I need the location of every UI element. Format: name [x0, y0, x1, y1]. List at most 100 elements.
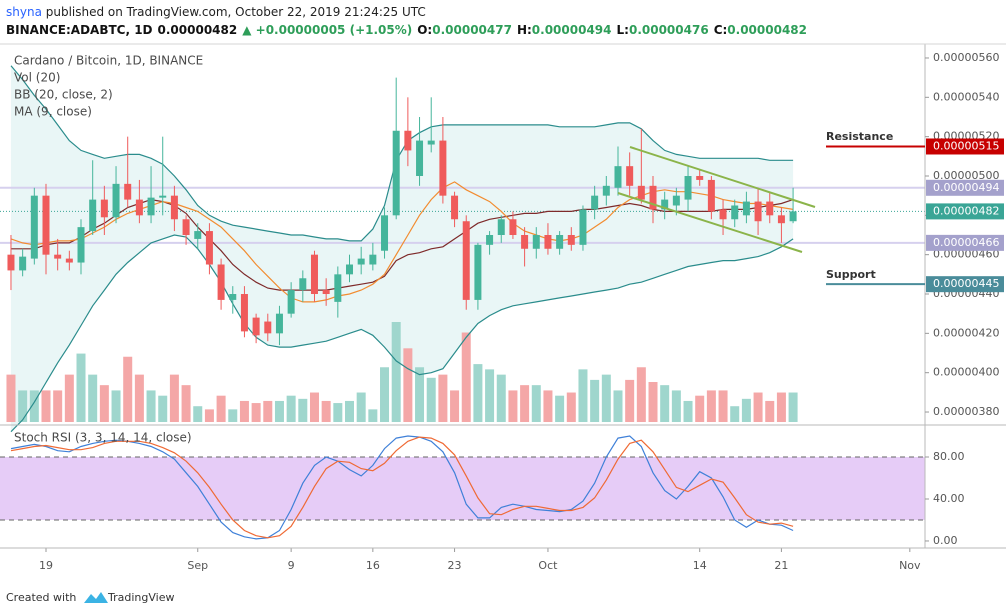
volume-bar: [53, 390, 63, 422]
price-tag-label: 0.00000445: [933, 277, 999, 290]
candle-body: [731, 205, 739, 220]
quote-part: 0.00000482: [158, 23, 238, 37]
candle-body: [509, 219, 517, 235]
candle-body: [637, 185, 645, 200]
legend-ma: MA (9, close): [14, 105, 92, 119]
quote-part: H:: [517, 23, 532, 37]
candle-body: [346, 264, 354, 275]
volume-bar: [578, 369, 588, 422]
volume-bar: [41, 390, 51, 422]
bb-upper: [10, 65, 794, 242]
volume-bar: [753, 392, 763, 422]
volume-bar: [660, 385, 670, 422]
volume-bar: [146, 390, 156, 422]
candle-body: [789, 211, 797, 222]
volume-bar: [671, 390, 681, 422]
volume-bar: [123, 356, 133, 422]
volume-bar: [601, 374, 611, 422]
volume-bar: [496, 374, 506, 422]
candle-body: [497, 219, 505, 235]
candle-body: [684, 175, 692, 200]
price-tag-label: 0.00000515: [933, 139, 999, 152]
volume-bar: [788, 392, 798, 422]
candle-body: [404, 130, 412, 151]
header-line: shyna published on TradingView.com, Octo…: [6, 5, 426, 19]
x-tick-label: 23: [448, 559, 462, 572]
candle-body: [602, 185, 610, 196]
volume-bar: [730, 406, 740, 422]
candle-body: [416, 140, 424, 176]
candle-body: [299, 278, 307, 291]
trend-line: [629, 146, 816, 208]
volume-bar: [765, 400, 775, 422]
candle-body: [591, 195, 599, 210]
volume-bar: [706, 390, 716, 422]
candle-body: [100, 199, 108, 218]
x-tick-label: 14: [693, 559, 707, 572]
candle-body: [77, 227, 85, 263]
candle-body: [112, 183, 120, 218]
volume-bar: [134, 374, 144, 422]
stoch-d: [10, 436, 794, 539]
candle-body: [217, 264, 225, 300]
volume-bar: [356, 392, 366, 422]
candle-body: [707, 179, 715, 212]
candle-body: [427, 140, 435, 145]
volume-bar: [613, 390, 623, 422]
volume-bar: [415, 367, 425, 422]
plot-area: [0, 65, 925, 552]
candle-body: [544, 235, 552, 249]
volume-bar: [566, 392, 576, 422]
volume-bar: [321, 400, 331, 422]
volume-bar: [6, 374, 16, 422]
y-tick-label: 80.00: [933, 450, 965, 463]
footer-brand: TradingView: [107, 591, 174, 604]
annotation: Resistance: [826, 130, 893, 143]
legend-stoch: Stoch RSI (3, 3, 14, 14, close): [14, 431, 192, 445]
volume-bar: [590, 379, 600, 422]
candle-body: [65, 258, 73, 263]
stoch-k: [10, 435, 794, 540]
candle-body: [369, 254, 377, 265]
y-tick-label: 0.00: [933, 534, 958, 547]
candle-body: [194, 231, 202, 239]
price-tag-label: 0.00000494: [933, 181, 999, 194]
candle-body: [381, 215, 389, 251]
candle-body: [742, 201, 750, 216]
volume-bar: [274, 400, 284, 422]
candle-body: [626, 166, 634, 186]
published: published on TradingView.com, October 22…: [42, 5, 426, 19]
quote-part: 0.00000482: [727, 23, 807, 37]
trend-line: [617, 192, 803, 253]
volume-bar: [695, 395, 705, 422]
volume-bar: [181, 385, 191, 422]
candle-body: [334, 274, 342, 302]
candle-body: [170, 195, 178, 220]
x-tick-label: Sep: [187, 559, 208, 572]
volume-bar: [309, 392, 319, 422]
volume-bar: [18, 390, 28, 422]
candle-body: [661, 199, 669, 210]
volume-bar: [251, 403, 261, 422]
candle-body: [696, 175, 704, 180]
price-tag: [926, 179, 1004, 196]
x-tick-label: 21: [774, 559, 788, 572]
x-tick-label: Oct: [538, 559, 558, 572]
chart-title: Cardano / Bitcoin, 1D, BINANCE: [14, 54, 203, 68]
candle-body: [7, 254, 15, 271]
candle-body: [159, 195, 167, 198]
volume-bar: [228, 409, 238, 422]
candle-body: [357, 258, 365, 265]
volume-bar: [204, 409, 214, 422]
candle-body: [252, 317, 260, 336]
volume-bar: [450, 390, 460, 422]
candle-body: [474, 244, 482, 300]
volume-bar: [403, 348, 413, 422]
volume-bar: [158, 395, 168, 422]
price-tag: [926, 276, 1004, 293]
y-tick-label: 0.00000420: [933, 326, 999, 339]
footer-text: Created with: [6, 591, 76, 604]
candle-body: [205, 231, 213, 265]
volume-bar: [345, 400, 355, 422]
